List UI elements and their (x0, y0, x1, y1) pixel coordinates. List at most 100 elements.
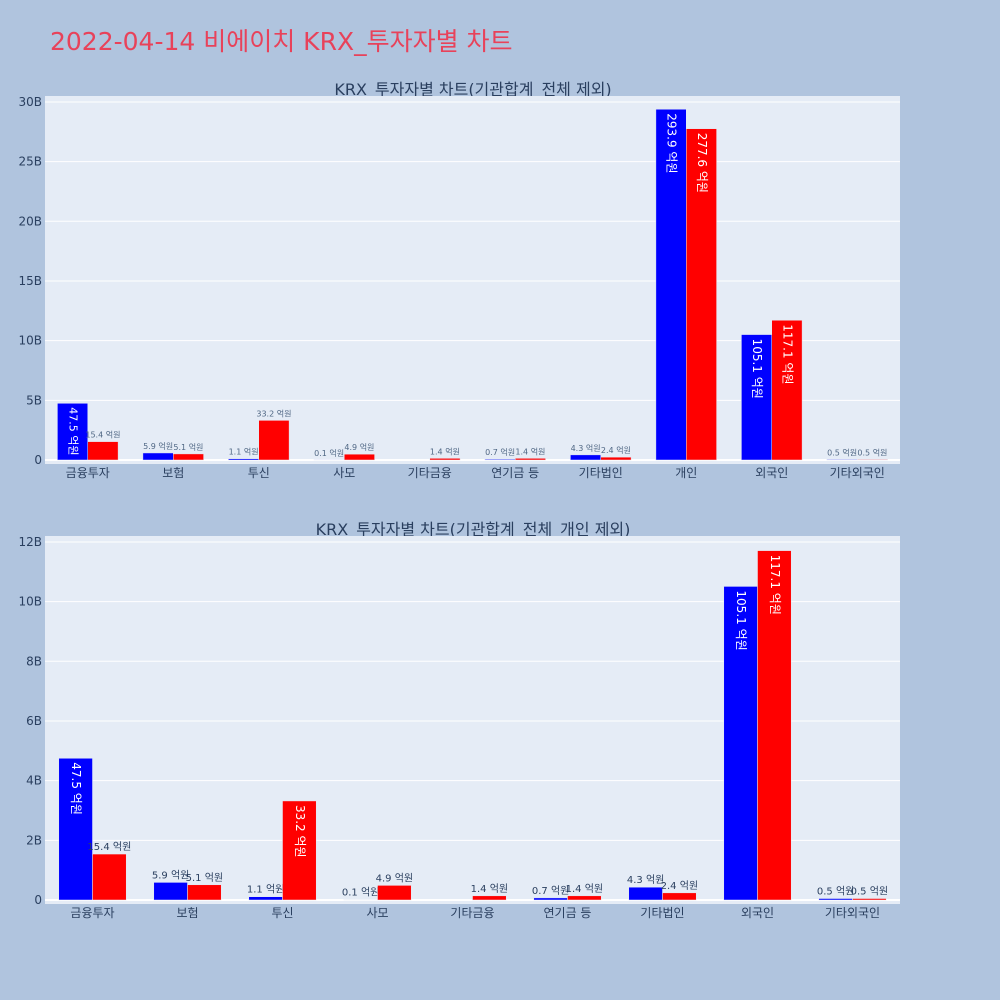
x-tick-label: 투신 (271, 906, 293, 920)
bar-data-label: 1.1 억원 (247, 884, 284, 896)
bar-data-label: 15.4 억원 (87, 841, 131, 853)
bar-data-label: 1.1 억원 (229, 447, 259, 457)
bar (826, 459, 858, 461)
bar-data-label: 5.9 억원 (143, 441, 173, 451)
bar (771, 319, 803, 461)
bar-data-label: 0.5 억원 (827, 447, 857, 457)
bar-data-label: 0.7 억원 (532, 885, 569, 897)
x-tick-label: 기타법인 (640, 906, 684, 920)
bar-data-label: 117.1 억원 (780, 324, 794, 384)
y-tick-label: 0 (34, 893, 42, 907)
bar-data-label: 33.2 억원 (293, 805, 307, 858)
bar-data-label: 1.4 억원 (515, 446, 545, 456)
bar (344, 453, 375, 461)
bar-data-label: 1.4 억원 (430, 446, 460, 456)
bar-data-label: 5.1 억원 (186, 872, 223, 884)
y-tick-label: 10B (18, 334, 42, 348)
bar (429, 458, 461, 461)
bar-data-label: 4.3 억원 (627, 874, 664, 886)
x-tick-label: 보험 (162, 466, 184, 480)
bar (628, 886, 663, 901)
bar-data-label: 1.4 억원 (471, 883, 508, 895)
x-tick-label: 금융투자 (66, 466, 110, 480)
bar (57, 403, 88, 461)
bar-data-label: 0.1 억원 (314, 448, 344, 458)
bar (567, 895, 602, 901)
bar-data-label: 4.3 억원 (571, 443, 601, 453)
chart-1: KRX_투자자별 차트(기관합계_전체 제외) 0 5B 10B 15B 20B 25B 3… (18, 80, 900, 480)
bar-data-label: 277.6 억원 (695, 133, 709, 193)
bar (515, 458, 546, 461)
bar-data-label: 4.9 억원 (376, 872, 413, 884)
x-tick-label: 외국인 (741, 906, 774, 920)
bar (248, 896, 283, 901)
bar-data-label: 0.7 억원 (485, 447, 515, 457)
y-tick-label: 4B (26, 774, 42, 788)
chart-1-title: KRX_투자자별 차트(기관합계_전체 제외) (334, 80, 611, 100)
bar (723, 586, 758, 901)
x-tick-label: 사모 (333, 466, 355, 480)
bar-data-label: 5.1 억원 (173, 442, 203, 452)
bar-data-label: 1.4 억원 (566, 883, 603, 895)
bar-data-label: 0.5 억원 (817, 886, 854, 898)
bar (757, 550, 792, 901)
y-tick-label: 6B (26, 714, 42, 728)
bar (686, 128, 717, 461)
bar (741, 334, 773, 461)
bar (600, 456, 632, 461)
y-tick-label: 25B (18, 155, 42, 169)
bar-data-label: 2.4 억원 (661, 880, 698, 892)
bar-data-label: 0.5 억원 (857, 447, 887, 457)
y-tick-label: 0 (34, 453, 42, 467)
bar (282, 800, 317, 901)
bar (58, 758, 93, 901)
bar (173, 453, 204, 461)
bar (92, 853, 127, 901)
bar-data-label: 33.2 억원 (256, 408, 291, 418)
bar-data-label: 0.5 억원 (851, 886, 888, 898)
y-tick-label: 10B (18, 595, 42, 609)
bar-data-label: 15.4 억원 (85, 430, 120, 440)
bar-data-label: 47.5 억원 (67, 407, 80, 455)
x-tick-label: 투신 (248, 466, 270, 480)
x-tick-label: 연기금 등 (544, 906, 592, 920)
y-tick-label: 15B (18, 274, 42, 288)
bar (142, 452, 174, 461)
x-tick-label: 기타법인 (579, 466, 623, 480)
chart-2-title: KRX_투자자별 차트(기관합계_전체_개인 제외) (316, 520, 631, 540)
bar (852, 898, 887, 901)
y-tick-label: 12B (18, 535, 42, 549)
bar (153, 882, 188, 901)
x-tick-label: 보험 (176, 906, 198, 920)
y-tick-label: 20B (18, 214, 42, 228)
chart-2: KRX_투자자별 차트(기관합계_전체_개인 제외) 0 2B 4B 6B 8B 10B 1… (18, 520, 900, 920)
bar-data-label: 293.9 억원 (665, 113, 679, 173)
bar (187, 884, 222, 901)
x-tick-label: 연기금 등 (491, 466, 539, 480)
bar (818, 898, 853, 901)
y-tick-label: 30B (18, 95, 42, 109)
bar (228, 458, 260, 461)
bar-data-label: 2.4 억원 (601, 445, 631, 455)
bar (472, 895, 507, 901)
bar-data-label: 117.1 억원 (768, 555, 782, 615)
bar-data-label: 47.5 억원 (69, 762, 83, 815)
y-tick-label: 2B (26, 833, 42, 847)
page-title: 2022-04-14 비에이치 KRX_투자자별 차트 (50, 27, 513, 56)
bar-data-label: 105.1 억원 (750, 339, 764, 399)
x-tick-label: 기타금융 (408, 466, 452, 480)
bar (484, 458, 516, 461)
x-tick-label: 기타금융 (450, 906, 494, 920)
bar (377, 885, 412, 901)
x-tick-label: 외국인 (755, 466, 788, 480)
bar-data-label: 5.9 억원 (152, 869, 189, 881)
bar (570, 454, 602, 461)
x-tick-label: 기타외국인 (830, 466, 885, 480)
y-tick-label: 5B (26, 393, 42, 407)
bar-data-label: 4.9 억원 (344, 442, 374, 452)
bar (662, 892, 697, 901)
y-tick-label: 8B (26, 654, 42, 668)
x-tick-label: 기타외국인 (825, 906, 880, 920)
